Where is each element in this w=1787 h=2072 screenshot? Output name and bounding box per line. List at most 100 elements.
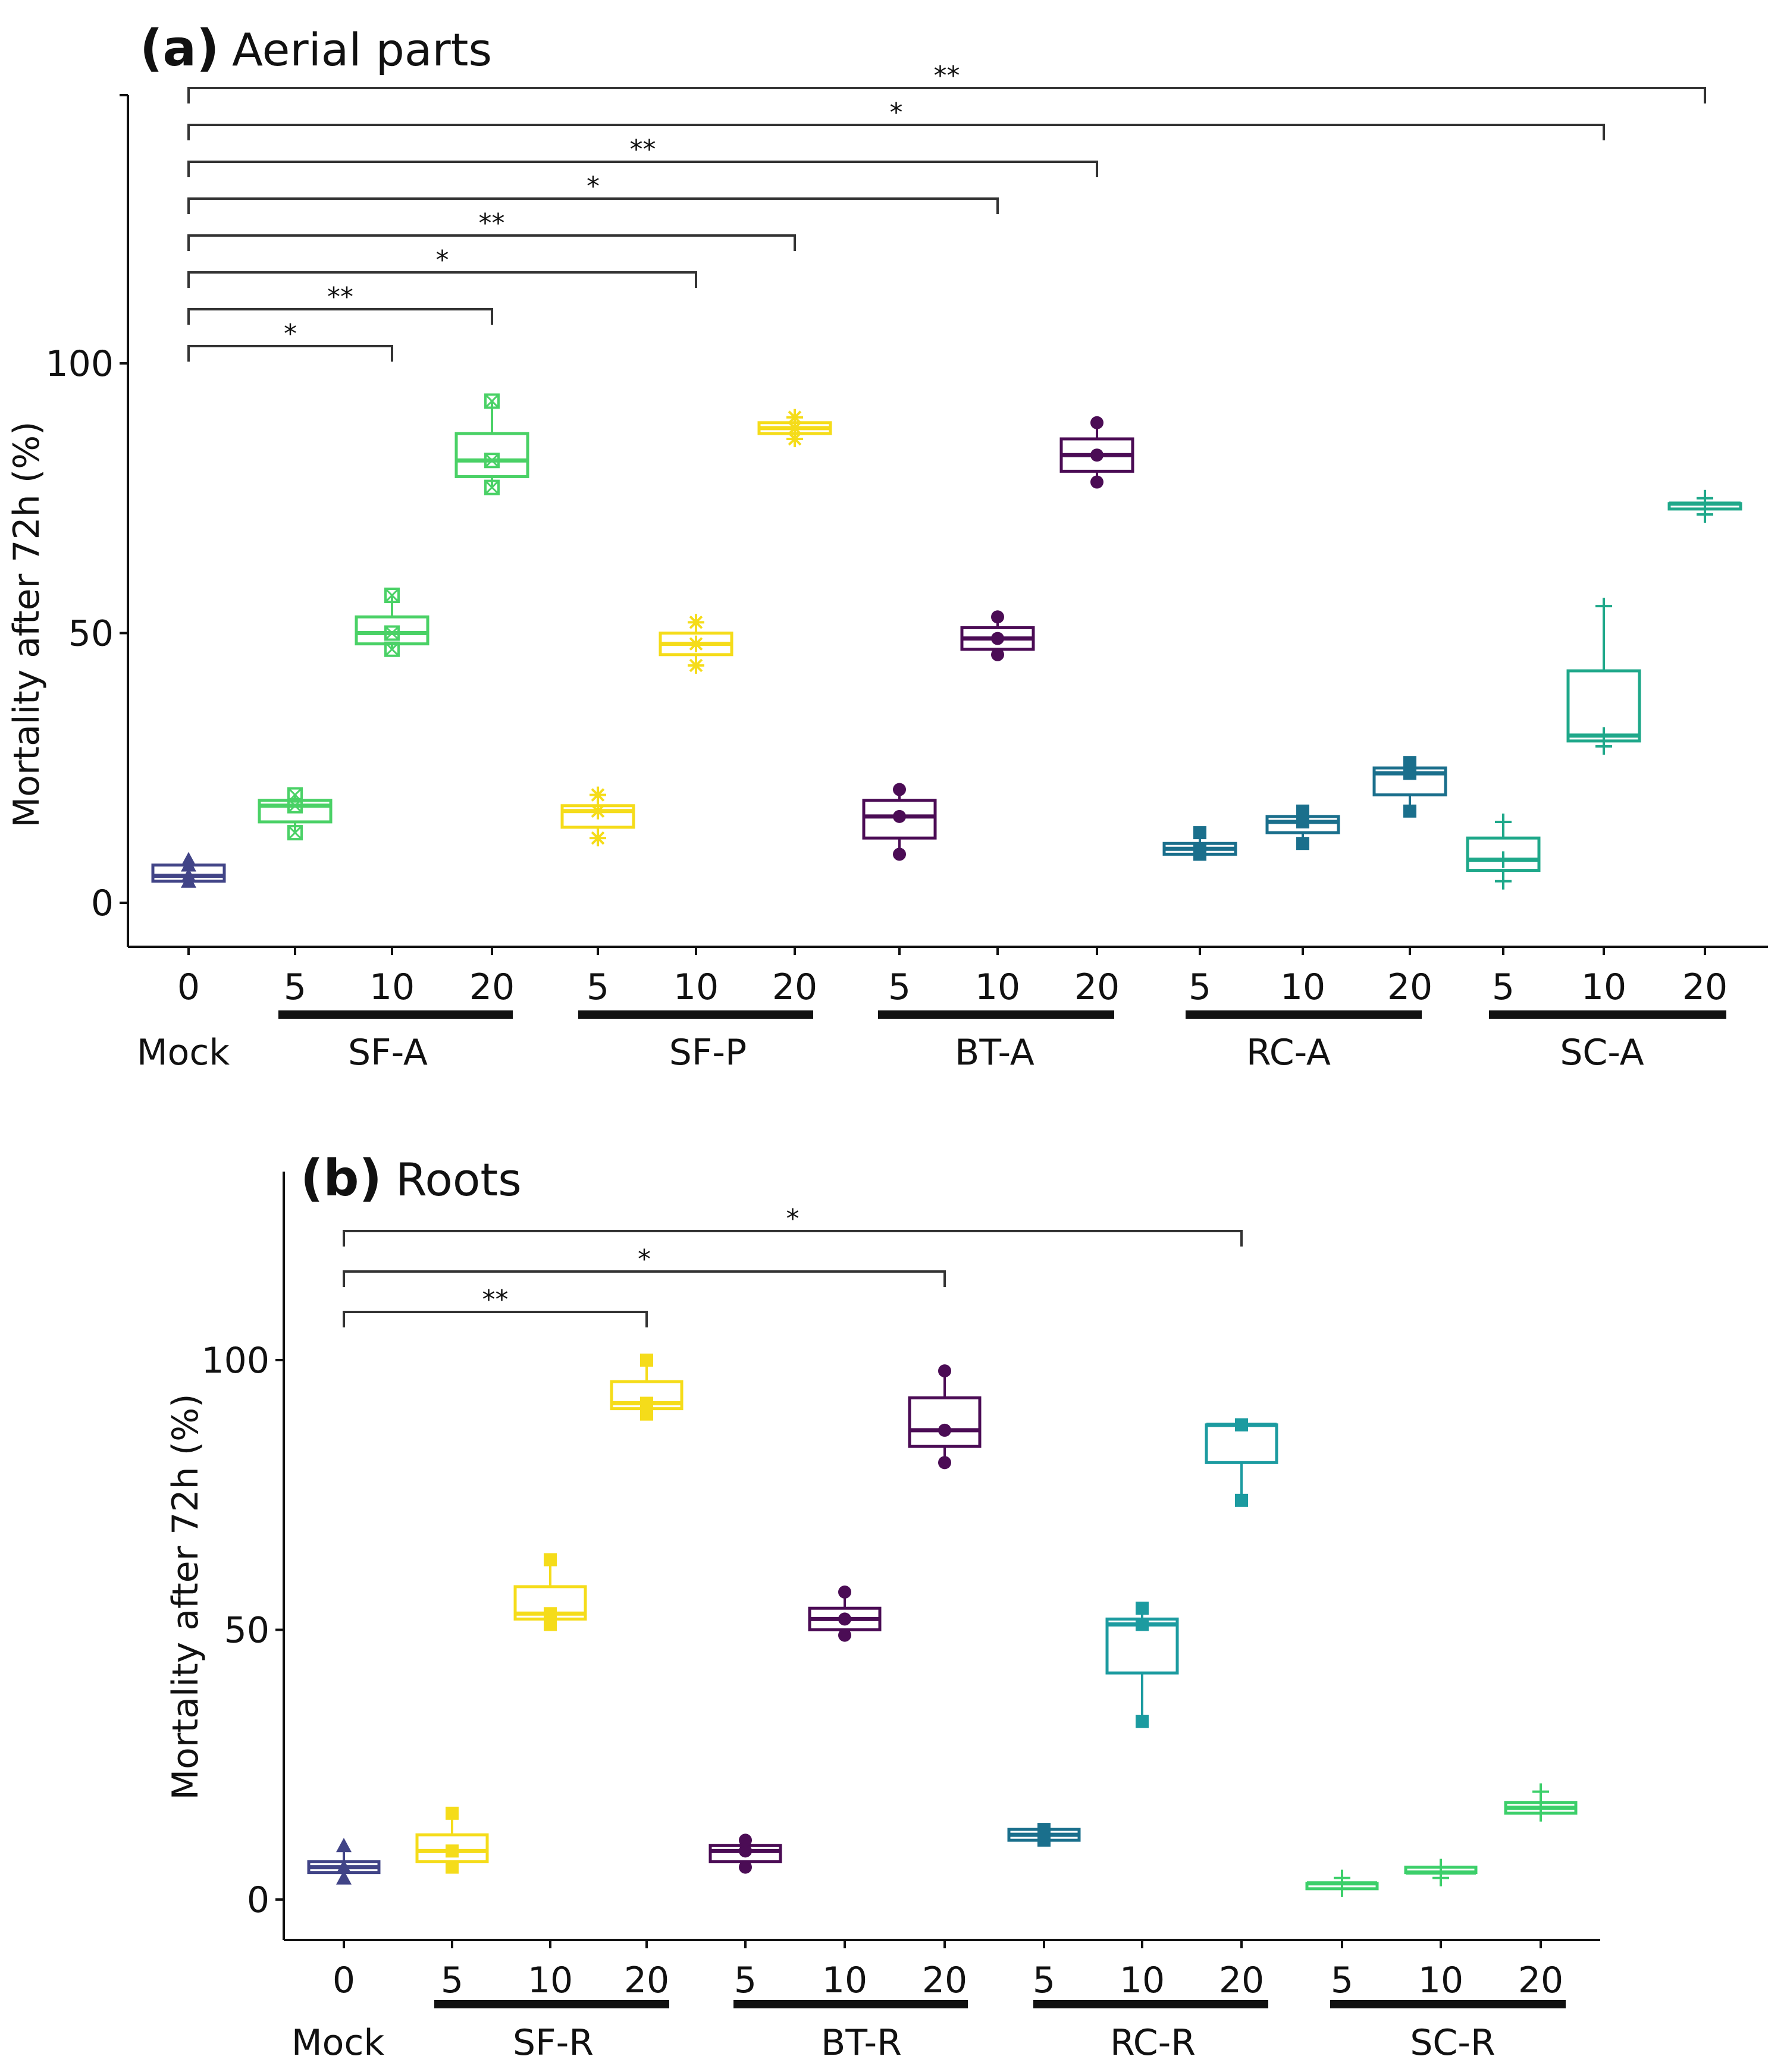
data-point-plus [1595,598,1612,615]
panel-a-x-tick-label: 20 [469,966,515,1008]
panel-a-x-tick-label: 10 [673,966,719,1008]
panel-b-box-rc-r-10 [1105,1602,1179,1728]
panel-a-box-rc-a-10 [1265,804,1340,850]
data-point-square-x-cross-b [287,787,303,802]
panel-a-box-sc-a-10 [1566,598,1641,755]
data-point-circle [938,1364,951,1378]
panel-b-significance-bracket: * [343,1244,946,1287]
data-point-square-x-frame [384,625,400,641]
significance-label: * [638,1244,651,1274]
panel-b-significance-bracket: ** [343,1285,648,1327]
data-point-square-x-frame [287,787,303,803]
panel-a-significance-bracket: * [187,171,999,214]
data-point-square-x-cross-b [384,642,400,657]
significance-label: * [786,1204,800,1234]
bracket-line [187,234,796,251]
bracket-line [343,1311,648,1327]
data-point-square [1296,804,1309,818]
panel-b-group-label: SF-R [513,2022,594,2064]
data-point-square [1235,1418,1248,1431]
data-point-plus [1334,1869,1350,1886]
data-point-square [1296,815,1309,828]
bracket-line [343,1270,946,1287]
data-point-plus [1532,1783,1549,1800]
panel-a-box-sf-p-10 [659,614,733,674]
data-point-square [640,1354,653,1367]
panel-b-box-sf-r-20 [610,1354,684,1421]
panel-b-group-label: SC-R [1410,2022,1495,2064]
data-point-asterisk-stroke [788,410,802,425]
significance-label: ** [479,208,505,238]
data-point-plus [1697,489,1713,507]
data-point-square [1403,756,1416,770]
panel-a-x-tick-label: 5 [1492,966,1515,1008]
bracket-line [187,197,999,214]
data-point-circle [739,1844,752,1858]
data-point-circle [893,847,906,861]
data-point-triangle [181,852,196,867]
data-point-square [640,1396,653,1410]
data-point-square-x-cross-b [384,626,400,641]
panel-b: (b) Roots 0 50 100 Mortality after 72h (%) 0 5 1… [165,1149,1600,2064]
panel-a-title: Aerial parts [232,23,492,76]
panel-b-group-label: Mock [291,2022,384,2064]
data-point-square-x-cross-b [484,480,500,495]
panel-b-x-tick-label: 20 [624,1960,669,2001]
data-point-asterisk-stroke [591,831,605,845]
bracket-line [187,271,697,288]
data-point-square-x [484,393,500,409]
panel-a-group-label: SC-A [1560,1032,1644,1073]
data-point-asterisk-stroke [591,788,605,802]
data-point-circle [991,632,1004,645]
panel-b-x-tick-label: 10 [1120,1960,1165,2001]
panel-a-significance-bracket: * [187,245,697,288]
panel-a-group-label: SF-A [348,1032,428,1073]
data-point-circle [938,1423,951,1437]
box-iqr [908,1396,982,1448]
panel-b-box-rc-r-5 [1007,1823,1081,1847]
significance-label: * [436,245,449,275]
data-point-square [640,1407,653,1421]
data-point-square-x-frame [484,453,500,469]
panel-a-significance-bracket: ** [187,61,1706,103]
panel-a-x-tick-label: 5 [587,966,609,1008]
data-point-circle [893,783,906,796]
panel-a-box-bt-a-20 [1059,416,1134,489]
panel-a-box-mock-0 [151,852,226,888]
data-point-asterisk [688,657,704,674]
data-point-asterisk-stroke [788,432,802,446]
data-point-circle [991,610,1004,624]
data-point-square-x-frame [384,641,400,657]
significance-label: * [587,171,600,202]
data-point-square-x-cross-b [484,394,500,409]
panel-a-x-tick-label: 20 [1074,966,1120,1008]
panel-b-y-tick-label: 100 [201,1340,269,1382]
data-point-asterisk-stroke [689,658,703,673]
panel-a-x-tick-label: 10 [1581,966,1626,1008]
panel-a-group-label: BT-A [955,1032,1034,1073]
data-point-asterisk [590,786,606,803]
significance-label: ** [934,61,960,91]
data-point-plus [1495,813,1512,830]
data-point-square [1193,826,1206,840]
panel-a-x-tick-label: 5 [888,966,911,1008]
data-point-square-x-frame [484,479,500,495]
panel-b-box-rc-r-20 [1205,1418,1278,1507]
data-point-triangle [336,1859,352,1874]
panel-b-x-tick-label: 5 [1033,1960,1055,2001]
bracket-line [187,124,1605,140]
data-point-circle [739,1860,752,1874]
data-point-asterisk [590,802,606,820]
significance-label: ** [482,1285,509,1315]
data-point-asterisk-stroke [591,804,605,818]
panel-b-x-tick-label: 10 [528,1960,573,2001]
box-iqr [1466,836,1541,872]
bracket-line [187,308,493,325]
panel-b-significance-bracket: * [343,1204,1243,1247]
data-point-circle [838,1628,851,1642]
data-point-square-x-cross-b [287,825,303,840]
panel-a-y-tick-label: 50 [68,613,114,655]
panel-b-x-tick-label: 5 [734,1960,757,2001]
